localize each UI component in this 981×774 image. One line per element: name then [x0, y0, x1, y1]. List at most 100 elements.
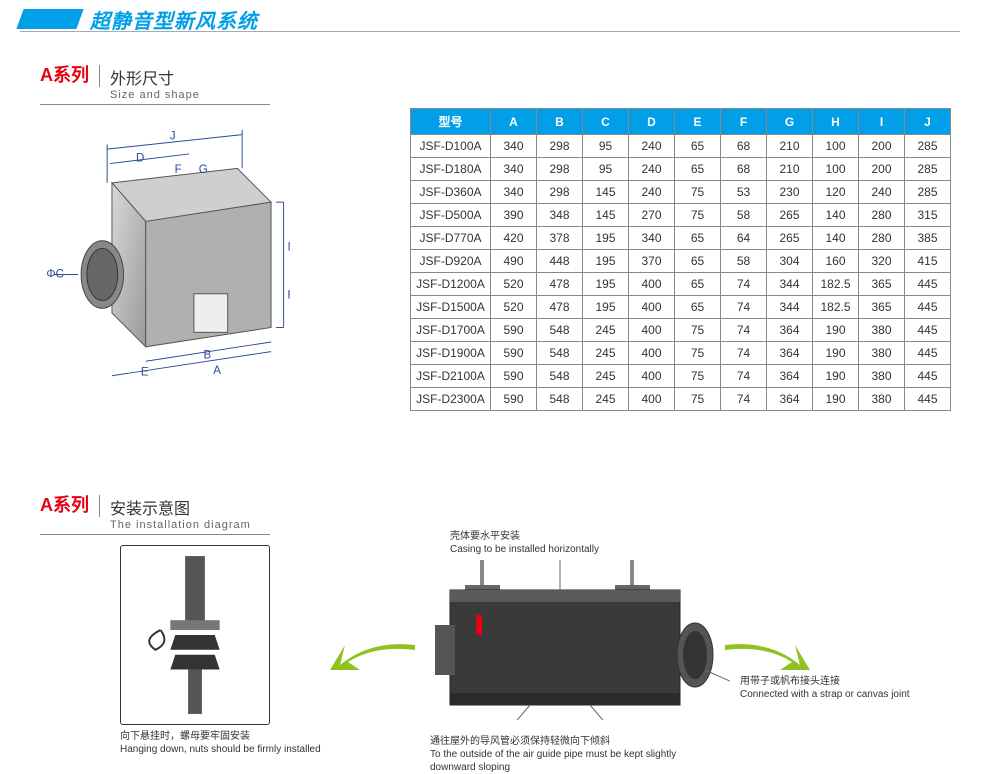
casing-en: Casing to be installed horizontally	[450, 543, 650, 556]
table-cell-model: JSF-D180A	[411, 158, 491, 181]
casing-callout: 壳体要水平安装 Casing to be installed horizonta…	[450, 530, 650, 556]
specification-table: 型号ABCDEFGHIJJSF-D100A3402989524065682101…	[410, 108, 951, 411]
table-cell: 344	[767, 296, 813, 319]
table-cell: 190	[813, 388, 859, 411]
table-header-I: I	[859, 109, 905, 135]
dim-label-b: B	[204, 349, 212, 361]
table-cell: 100	[813, 158, 859, 181]
dim-label-j: J	[170, 130, 176, 142]
table-cell: 400	[629, 296, 675, 319]
table-row: JSF-D1200A5204781954006574344182.5365445	[411, 273, 951, 296]
table-cell: 74	[721, 342, 767, 365]
table-cell-model: JSF-D100A	[411, 135, 491, 158]
table-cell: 245	[583, 365, 629, 388]
table-cell: 348	[537, 204, 583, 227]
section-label: A系列	[40, 65, 100, 87]
page-title: 超静音型新风系统	[90, 5, 258, 34]
table-cell: 53	[721, 181, 767, 204]
table-header-H: H	[813, 109, 859, 135]
table-cell: 245	[583, 342, 629, 365]
table-cell: 365	[859, 296, 905, 319]
table-cell: 445	[905, 319, 951, 342]
table-cell: 380	[859, 388, 905, 411]
table-cell: 380	[859, 319, 905, 342]
table-cell: 400	[629, 388, 675, 411]
table-cell: 75	[675, 204, 721, 227]
table-header-G: G	[767, 109, 813, 135]
airflow-arrow-left	[330, 620, 420, 680]
table-cell: 240	[629, 181, 675, 204]
section-title-cn: 安装示意图	[110, 495, 251, 519]
table-cell: 95	[583, 158, 629, 181]
table-cell-model: JSF-D2300A	[411, 388, 491, 411]
table-cell: 548	[537, 365, 583, 388]
dim-label-a: A	[213, 365, 221, 377]
table-row: JSF-D770A4203781953406564265140280385	[411, 227, 951, 250]
table-cell: 64	[721, 227, 767, 250]
table-cell: 364	[767, 388, 813, 411]
table-cell: 340	[491, 181, 537, 204]
table-cell: 364	[767, 319, 813, 342]
table-row: JSF-D1700A5905482454007574364190380445	[411, 319, 951, 342]
casing-cn: 壳体要水平安装	[450, 530, 650, 543]
table-cell: 182.5	[813, 296, 859, 319]
table-header-J: J	[905, 109, 951, 135]
dim-label-f: F	[175, 164, 182, 176]
table-cell: 400	[629, 273, 675, 296]
table-cell: 240	[629, 135, 675, 158]
table-cell: 145	[583, 204, 629, 227]
table-cell: 210	[767, 158, 813, 181]
table-cell: 340	[629, 227, 675, 250]
table-cell: 65	[675, 135, 721, 158]
table-cell: 445	[905, 388, 951, 411]
table-cell: 210	[767, 135, 813, 158]
table-cell: 400	[629, 342, 675, 365]
table-cell: 344	[767, 273, 813, 296]
table-cell: 490	[491, 250, 537, 273]
table-cell: 298	[537, 135, 583, 158]
table-cell: 74	[721, 296, 767, 319]
table-cell: 320	[859, 250, 905, 273]
table-cell: 74	[721, 388, 767, 411]
table-cell: 298	[537, 181, 583, 204]
table-row: JSF-D100A340298952406568210100200285	[411, 135, 951, 158]
table-cell: 68	[721, 158, 767, 181]
table-cell: 285	[905, 158, 951, 181]
table-cell: 590	[491, 388, 537, 411]
table-cell: 415	[905, 250, 951, 273]
table-cell: 548	[537, 342, 583, 365]
table-header-C: C	[583, 109, 629, 135]
table-cell: 420	[491, 227, 537, 250]
table-cell: 190	[813, 342, 859, 365]
section-underline	[40, 104, 270, 105]
table-cell: 590	[491, 319, 537, 342]
table-cell: 100	[813, 135, 859, 158]
table-cell: 340	[491, 158, 537, 181]
section-size-shape: A系列 外形尺寸 Size and shape	[40, 65, 200, 101]
table-cell: 190	[813, 319, 859, 342]
section-underline	[40, 534, 270, 535]
table-cell: 145	[583, 181, 629, 204]
table-row: JSF-D500A3903481452707558265140280315	[411, 204, 951, 227]
table-cell-model: JSF-D1900A	[411, 342, 491, 365]
table-cell: 160	[813, 250, 859, 273]
table-cell-model: JSF-D770A	[411, 227, 491, 250]
table-cell: 280	[859, 227, 905, 250]
table-cell: 478	[537, 273, 583, 296]
section-title-cn: 外形尺寸	[110, 65, 200, 89]
table-cell: 590	[491, 365, 537, 388]
table-row: JSF-D1900A5905482454007574364190380445	[411, 342, 951, 365]
table-cell: 445	[905, 273, 951, 296]
table-cell: 140	[813, 204, 859, 227]
table-cell: 380	[859, 365, 905, 388]
table-cell: 478	[537, 296, 583, 319]
table-cell: 400	[629, 365, 675, 388]
table-cell: 370	[629, 250, 675, 273]
table-cell: 120	[813, 181, 859, 204]
page-title-bar: 超静音型新风系统	[20, 5, 258, 33]
bolt-caption-en: Hanging down, nuts should be firmly inst…	[120, 743, 340, 756]
installation-diagram: 向下悬挂时，螺母要牢固安装 Hanging down, nuts should …	[120, 545, 940, 765]
title-accent-shape	[16, 9, 83, 29]
table-cell: 65	[675, 273, 721, 296]
table-cell: 365	[859, 273, 905, 296]
